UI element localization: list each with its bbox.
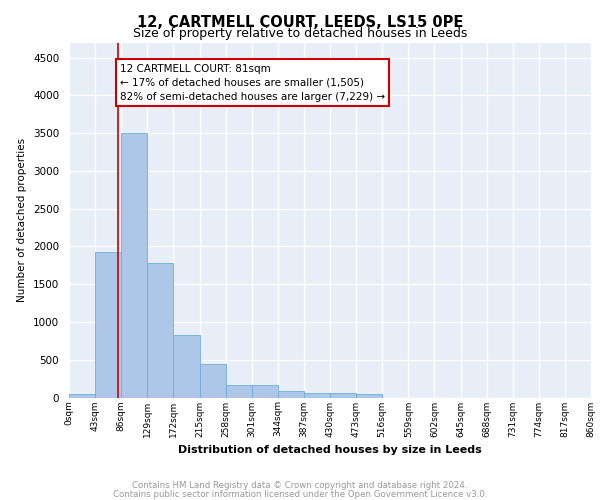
Bar <box>304 393 330 398</box>
Bar <box>356 394 382 398</box>
Text: Contains public sector information licensed under the Open Government Licence v3: Contains public sector information licen… <box>113 490 487 499</box>
X-axis label: Distribution of detached houses by size in Leeds: Distribution of detached houses by size … <box>178 445 482 455</box>
Text: Size of property relative to detached houses in Leeds: Size of property relative to detached ho… <box>133 28 467 40</box>
Y-axis label: Number of detached properties: Number of detached properties <box>17 138 28 302</box>
Bar <box>173 335 199 398</box>
Text: Contains HM Land Registry data © Crown copyright and database right 2024.: Contains HM Land Registry data © Crown c… <box>132 481 468 490</box>
Bar <box>278 390 304 398</box>
Bar <box>199 364 226 398</box>
Bar <box>226 385 252 398</box>
Bar <box>330 394 356 398</box>
Text: 12 CARTMELL COURT: 81sqm
← 17% of detached houses are smaller (1,505)
82% of sem: 12 CARTMELL COURT: 81sqm ← 17% of detach… <box>120 64 385 102</box>
Text: 12, CARTMELL COURT, LEEDS, LS15 0PE: 12, CARTMELL COURT, LEEDS, LS15 0PE <box>137 15 463 30</box>
Bar <box>69 394 95 398</box>
Bar <box>95 252 121 398</box>
Bar <box>121 133 148 398</box>
Bar <box>252 385 278 398</box>
Bar <box>148 263 173 398</box>
